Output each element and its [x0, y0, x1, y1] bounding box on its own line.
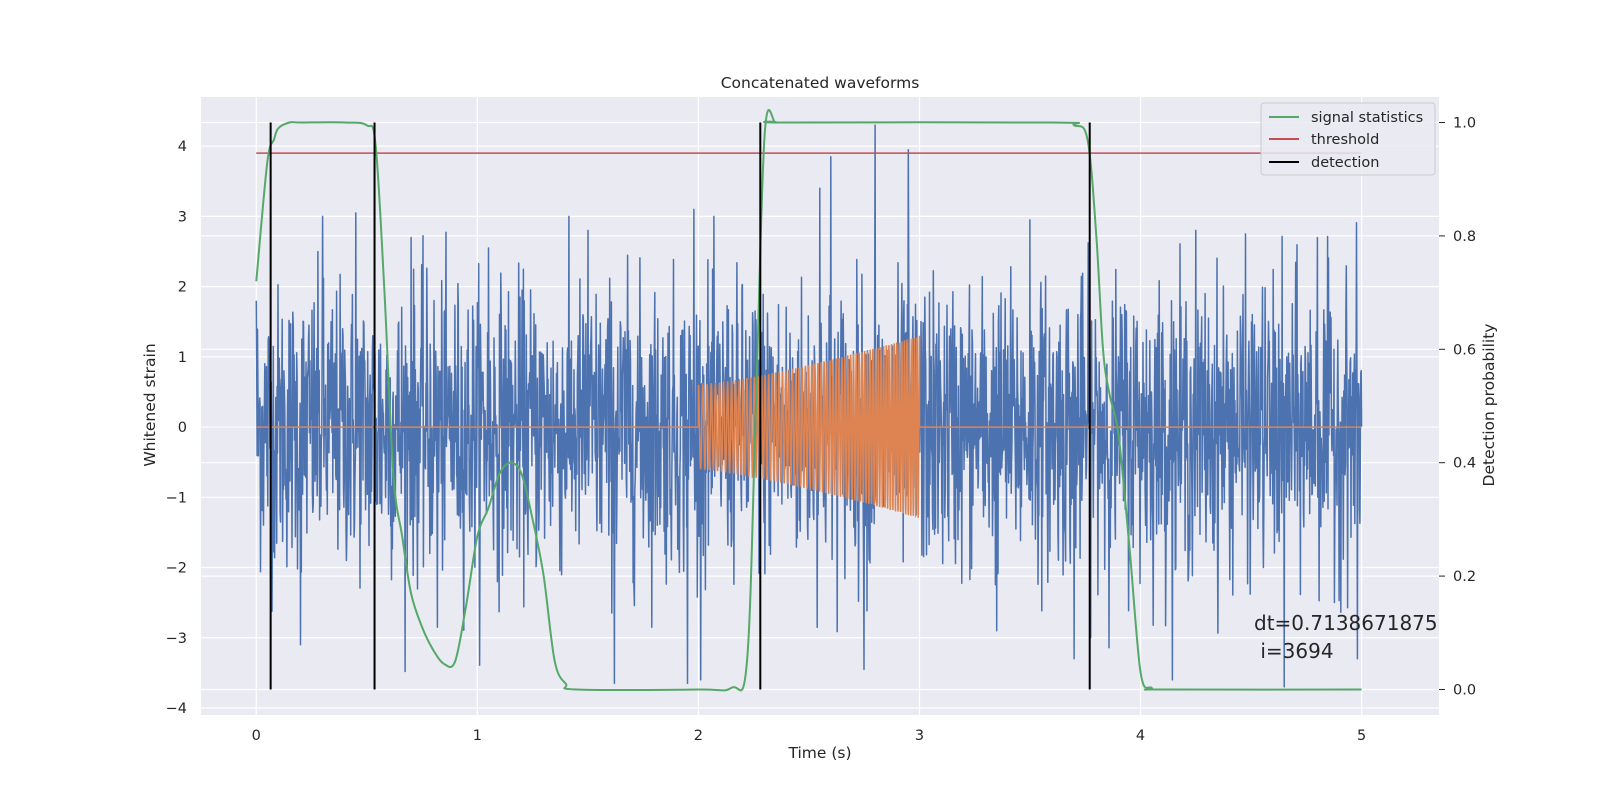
x-axis-label: Time (s): [787, 744, 851, 762]
x-axis: 0 1 2 3 4 5: [252, 728, 1367, 744]
annotation-dt: dt=0.7138671875: [1254, 611, 1438, 635]
legend-label-signal-statistics: signal statistics: [1311, 110, 1423, 126]
legend-label-threshold: threshold: [1311, 132, 1379, 148]
legend-label-detection: detection: [1311, 155, 1379, 171]
left-axis: −4 −3 −2 −1 0 1 2 3 4: [166, 139, 187, 717]
y-axis-label: Whitened strain: [141, 343, 159, 466]
y-tick-label: 2: [178, 280, 187, 296]
x-tick-label: 1: [473, 728, 482, 744]
y2-tick-label: 0.2: [1453, 569, 1476, 585]
y2-tick-label: 1.0: [1453, 116, 1476, 132]
y2-axis-label: Detection probability: [1480, 324, 1498, 487]
legend: signal statistics threshold detection: [1260, 102, 1436, 176]
chart-title: Concatenated waveforms: [721, 74, 920, 92]
y-tick-label: 1: [178, 350, 187, 366]
y2-tick-label: 0.4: [1453, 456, 1476, 472]
x-tick-label: 0: [252, 728, 261, 744]
y-tick-label: −2: [166, 561, 187, 577]
x-tick-label: 5: [1357, 728, 1366, 744]
y-tick-label: 0: [178, 420, 187, 436]
y-tick-label: 4: [178, 139, 187, 155]
x-tick-label: 4: [1136, 728, 1145, 744]
y-tick-label: −1: [166, 490, 187, 506]
y-tick-label: −3: [166, 631, 187, 647]
data-layer: [255, 109, 1363, 692]
y2-tick-label: 0.6: [1453, 342, 1476, 358]
legend-box: [1260, 102, 1436, 176]
annotation-i: i=3694: [1254, 639, 1334, 663]
y2-tick-label: 0.0: [1453, 682, 1476, 698]
x-tick-label: 3: [915, 728, 924, 744]
y-tick-label: 3: [178, 209, 187, 225]
y-tick-label: −4: [166, 701, 187, 717]
injection-series-line: [256, 335, 1362, 519]
right-axis: 0.0 0.2 0.4 0.6 0.8 1.0: [1439, 116, 1476, 698]
y2-tick-label: 0.8: [1453, 229, 1476, 245]
signal-statistics-line: [255, 109, 1362, 692]
annotation: dt=0.7138671875 i=3694: [1254, 611, 1438, 663]
x-tick-label: 2: [694, 728, 703, 744]
